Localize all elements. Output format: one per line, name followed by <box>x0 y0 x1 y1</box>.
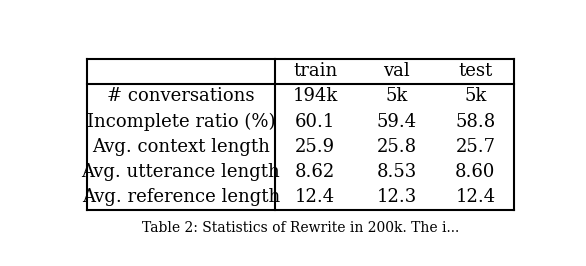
Text: 25.7: 25.7 <box>455 138 495 156</box>
Text: Avg. context length: Avg. context length <box>92 138 270 156</box>
Text: # conversations: # conversations <box>107 88 254 105</box>
Text: 60.1: 60.1 <box>295 113 335 131</box>
Text: 12.4: 12.4 <box>455 189 495 206</box>
Text: 12.4: 12.4 <box>295 189 335 206</box>
Text: 194k: 194k <box>292 88 338 105</box>
Text: Avg. utterance length: Avg. utterance length <box>81 163 280 181</box>
Text: train: train <box>293 62 338 80</box>
Text: 5k: 5k <box>385 88 408 105</box>
Text: 58.8: 58.8 <box>455 113 496 131</box>
Text: 8.60: 8.60 <box>455 163 496 181</box>
Text: val: val <box>383 62 410 80</box>
Text: 25.9: 25.9 <box>295 138 335 156</box>
Text: test: test <box>458 62 492 80</box>
Text: 8.62: 8.62 <box>295 163 335 181</box>
Text: 25.8: 25.8 <box>376 138 417 156</box>
Text: Avg. reference length: Avg. reference length <box>81 189 280 206</box>
Text: 12.3: 12.3 <box>376 189 417 206</box>
Text: 8.53: 8.53 <box>376 163 417 181</box>
Text: Table 2: Statistics of Rewrite in 200k. The i...: Table 2: Statistics of Rewrite in 200k. … <box>142 221 459 235</box>
Text: 5k: 5k <box>464 88 486 105</box>
Text: Incomplete ratio (%): Incomplete ratio (%) <box>87 113 275 131</box>
Text: 59.4: 59.4 <box>376 113 417 131</box>
